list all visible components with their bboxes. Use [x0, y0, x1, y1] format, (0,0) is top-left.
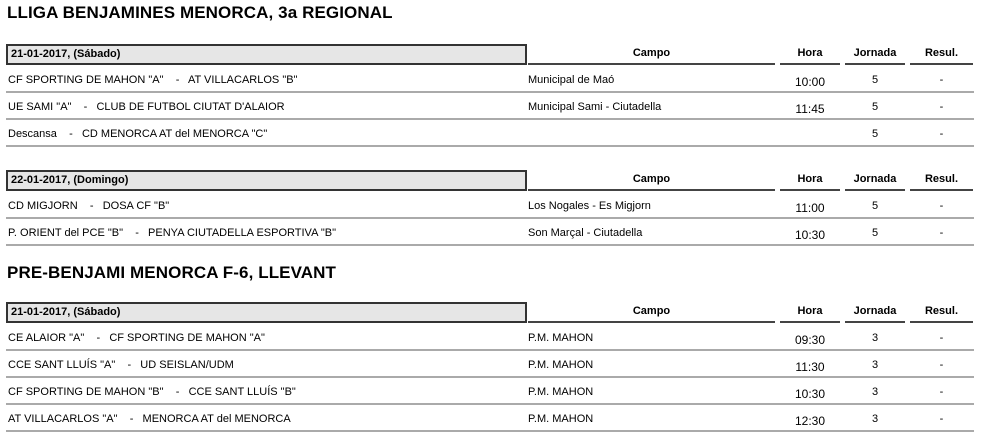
column-header-resul: Resul. — [910, 47, 973, 65]
jornada-cell: 3 — [871, 359, 879, 371]
campo-cell: P.M. MAHON — [528, 386, 594, 398]
table-row: CE ALAIOR "A" - CF SPORTING DE MAHON "A"… — [6, 324, 974, 351]
jornada-cell: 5 — [871, 74, 879, 86]
hora-cell: 10:30 — [794, 387, 826, 401]
jornada-cell: 5 — [871, 200, 879, 212]
hora-cell: 10:30 — [794, 228, 826, 242]
table-header: 21-01-2017, (Sábado) Campo Hora Jornada … — [6, 44, 974, 66]
table-row: AT VILLACARLOS "A" - MENORCA AT del MENO… — [6, 405, 974, 432]
hora-cell: 09:30 — [794, 333, 826, 347]
campo-cell: Municipal Sami - Ciutadella — [528, 101, 662, 113]
column-header-jornada: Jornada — [845, 173, 905, 191]
jornada-cell: 5 — [871, 101, 879, 113]
resul-cell: - — [939, 359, 944, 371]
fixtures-table: 22-01-2017, (Domingo) Campo Hora Jornada… — [6, 170, 974, 246]
jornada-cell: 3 — [871, 386, 879, 398]
table-row: Descansa - CD MENORCA AT del MENORCA "C"… — [6, 120, 974, 147]
column-header-jornada: Jornada — [845, 47, 905, 65]
jornada-cell: 3 — [871, 413, 879, 425]
match-teams: CE ALAIOR "A" - CF SPORTING DE MAHON "A" — [8, 332, 265, 344]
hora-cell: 11:00 — [795, 201, 825, 215]
resul-cell: - — [939, 386, 944, 398]
campo-cell: P.M. MAHON — [528, 413, 594, 425]
match-teams: Descansa - CD MENORCA AT del MENORCA "C" — [8, 128, 268, 140]
match-teams: CF SPORTING DE MAHON "A" - AT VILLACARLO… — [8, 74, 298, 86]
section-title: PRE-BENJAMI MENORCA F-6, LLEVANT — [7, 263, 337, 282]
resul-cell: - — [939, 101, 944, 113]
hora-cell: 12:30 — [794, 414, 826, 428]
column-header-campo: Campo — [528, 173, 775, 191]
campo-cell: P.M. MAHON — [528, 359, 594, 371]
fixtures-table: 21-01-2017, (Sábado) Campo Hora Jornada … — [6, 44, 974, 147]
jornada-cell: 3 — [871, 332, 879, 344]
column-header-hora: Hora — [780, 173, 840, 191]
campo-cell: Son Marçal - Ciutadella — [528, 227, 643, 239]
fixtures-table: 21-01-2017, (Sábado) Campo Hora Jornada … — [6, 302, 974, 432]
resul-cell: - — [939, 332, 944, 344]
match-teams: P. ORIENT del PCE "B" - PENYA CIUTADELLA… — [8, 227, 337, 239]
resul-cell: - — [939, 413, 944, 425]
column-header-hora: Hora — [780, 305, 840, 323]
resul-cell: - — [939, 200, 944, 212]
match-teams: CCE SANT LLUÍS "A" - UD SEISLAN/UDM — [8, 359, 234, 371]
column-header-jornada: Jornada — [845, 305, 905, 323]
match-teams: CD MIGJORN - DOSA CF "B" — [8, 200, 170, 212]
campo-cell: P.M. MAHON — [528, 332, 594, 344]
hora-cell: 11:30 — [795, 360, 825, 374]
match-teams: UE SAMI "A" - CLUB DE FUTBOL CIUTAT D'AL… — [8, 101, 285, 113]
campo-cell: Municipal de Maó — [528, 74, 615, 86]
match-teams: AT VILLACARLOS "A" - MENORCA AT del MENO… — [8, 413, 291, 425]
match-date: 21-01-2017, (Sábado) — [6, 44, 527, 65]
column-header-campo: Campo — [528, 305, 775, 323]
campo-cell: Los Nogales - Es Migjorn — [528, 200, 651, 212]
table-row: CCE SANT LLUÍS "A" - UD SEISLAN/UDM P.M.… — [6, 351, 974, 378]
table-header: 21-01-2017, (Sábado) Campo Hora Jornada … — [6, 302, 974, 324]
hora-cell: 11:45 — [795, 102, 825, 116]
table-row: P. ORIENT del PCE "B" - PENYA CIUTADELLA… — [6, 219, 974, 246]
jornada-cell: 5 — [871, 227, 879, 239]
table-row: CF SPORTING DE MAHON "B" - CCE SANT LLUÍ… — [6, 378, 974, 405]
section-title: LLIGA BENJAMINES MENORCA, 3a REGIONAL — [7, 3, 393, 22]
match-date: 22-01-2017, (Domingo) — [6, 170, 527, 191]
match-teams: CF SPORTING DE MAHON "B" - CCE SANT LLUÍ… — [8, 386, 296, 398]
resul-cell: - — [939, 74, 944, 86]
resul-cell: - — [939, 227, 944, 239]
column-header-resul: Resul. — [910, 173, 973, 191]
table-header: 22-01-2017, (Domingo) Campo Hora Jornada… — [6, 170, 974, 192]
table-row: UE SAMI "A" - CLUB DE FUTBOL CIUTAT D'AL… — [6, 93, 974, 120]
column-header-resul: Resul. — [910, 305, 973, 323]
match-date: 21-01-2017, (Sábado) — [6, 302, 527, 323]
hora-cell: 10:00 — [794, 75, 826, 89]
table-row: CF SPORTING DE MAHON "A" - AT VILLACARLO… — [6, 66, 974, 93]
column-header-hora: Hora — [780, 47, 840, 65]
table-row: CD MIGJORN - DOSA CF "B" Los Nogales - E… — [6, 192, 974, 219]
resul-cell: - — [939, 128, 944, 140]
jornada-cell: 5 — [871, 128, 879, 140]
column-header-campo: Campo — [528, 47, 775, 65]
